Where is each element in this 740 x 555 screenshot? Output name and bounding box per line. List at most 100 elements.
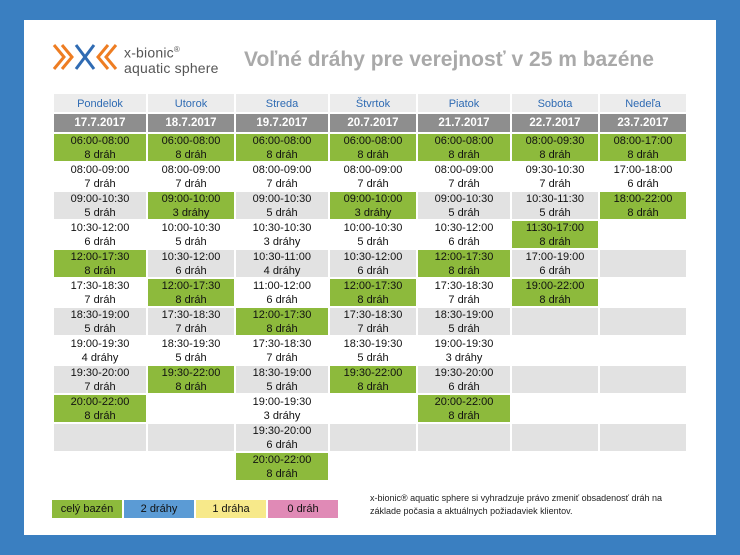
time-slot	[600, 221, 688, 250]
slot-lanes: 7 dráh	[448, 293, 480, 306]
time-slot	[600, 308, 688, 337]
time-slot: 09:00-10:30 5 dráh	[418, 192, 512, 221]
day-name: Utorok	[148, 94, 236, 114]
slot-time: 19:30-22:00	[343, 366, 403, 379]
brand-line1: x-bionic	[124, 44, 174, 61]
slot-lanes: 6 dráh	[627, 177, 659, 190]
time-slot	[148, 424, 236, 453]
schedule-row: 20:00-22:00 8 dráh	[54, 453, 688, 482]
slot-lanes: 5 dráh	[84, 322, 116, 335]
slot-lanes: 8 dráh	[84, 148, 116, 161]
slot-lanes: 6 dráh	[84, 235, 116, 248]
slot-time: 19:30-20:00	[70, 366, 130, 379]
slot-time: 09:00-10:00	[161, 192, 221, 205]
slot-time: 12:00-17:30	[434, 250, 494, 263]
slot-time: 10:00-10:30	[161, 221, 221, 234]
slot-lanes: 6 dráh	[448, 235, 480, 248]
slot-time: 10:30-12:00	[434, 221, 494, 234]
slot-time: 09:00-10:30	[434, 192, 494, 205]
brand-registered-mark: ®	[173, 45, 180, 54]
day-header-row: Pondelok Utorok Streda Štvrtok Piatok Sobota N…	[54, 94, 688, 114]
time-slot: 10:30-12:00 6 dráh	[418, 221, 512, 250]
slot-lanes: 7 dráh	[175, 177, 207, 190]
slot-lanes: 8 dráh	[627, 148, 659, 161]
slot-lanes: 3 dráhy	[445, 351, 483, 364]
slot-time: 17:30-18:30	[70, 279, 130, 292]
slot-lanes: 8 dráh	[627, 206, 659, 219]
time-slot: 08:00-09:00 7 dráh	[148, 163, 236, 192]
legend: celý bazén 2 dráhy 1 dráha 0 dráh	[52, 500, 340, 518]
time-slot: 08:00-09:30 8 dráh	[512, 134, 600, 163]
slot-lanes: 5 dráh	[175, 235, 207, 248]
slot-time: 17:30-18:30	[434, 279, 494, 292]
time-slot: 19:00-19:30 3 dráhy	[418, 337, 512, 366]
slot-lanes: 8 dráh	[84, 264, 116, 277]
schedule-row: 06:00-08:00 8 dráh 06:00-08:00 8 dráh 06:00-…	[54, 134, 688, 163]
slot-lanes: 4 dráhy	[81, 351, 119, 364]
time-slot	[54, 424, 148, 453]
slot-lanes: 8 dráh	[266, 467, 298, 480]
time-slot: 06:00-08:00 8 dráh	[148, 134, 236, 163]
time-slot: 17:30-18:30 7 dráh	[54, 279, 148, 308]
slot-lanes: 7 dráh	[266, 177, 298, 190]
slot-time: 19:00-19:30	[252, 395, 312, 408]
disclaimer-note: x-bionic® aquatic sphere si vyhradzuje p…	[370, 493, 663, 516]
slot-time: 18:30-19:30	[161, 337, 221, 350]
slot-lanes: 7 dráh	[539, 177, 571, 190]
slot-time: 08:00-09:30	[525, 134, 585, 147]
schedule-row: 18:30-19:00 5 dráh 17:30-18:30 7 dráh 12:00-…	[54, 308, 688, 337]
time-slot	[600, 337, 688, 366]
legend-item: 1 dráha	[196, 500, 266, 518]
time-slot	[54, 453, 148, 482]
time-slot: 12:00-17:30 8 dráh	[418, 250, 512, 279]
day-date: 19.7.2017	[236, 114, 330, 134]
time-slot	[512, 337, 600, 366]
slot-lanes: 6 dráh	[539, 264, 571, 277]
time-slot: 17:00-19:00 6 dráh	[512, 250, 600, 279]
slot-lanes: 6 dráh	[448, 380, 480, 393]
time-slot: 12:00-17:30 8 dráh	[236, 308, 330, 337]
brand-name: x-bionic® aquatic sphere	[124, 42, 219, 76]
x-bionic-logo-icon	[52, 44, 118, 70]
day-name: Pondelok	[54, 94, 148, 114]
slot-lanes: 3 dráhy	[263, 409, 301, 422]
slot-lanes: 7 dráh	[84, 177, 116, 190]
brand-line2: aquatic sphere	[124, 59, 219, 76]
time-slot: 17:30-18:30 7 dráh	[418, 279, 512, 308]
time-slot: 19:30-20:00 6 dráh	[418, 366, 512, 395]
slot-time: 10:30-12:00	[70, 221, 130, 234]
time-slot	[512, 424, 600, 453]
slot-lanes: 3 dráhy	[263, 235, 301, 248]
time-slot: 17:00-18:00 6 dráh	[600, 163, 688, 192]
time-slot: 12:00-17:30 8 dráh	[148, 279, 236, 308]
time-slot	[418, 453, 512, 482]
slot-lanes: 8 dráh	[84, 409, 116, 422]
schedule-row: 17:30-18:30 7 dráh 12:00-17:30 8 dráh 11:00-…	[54, 279, 688, 308]
time-slot: 09:30-10:30 7 dráh	[512, 163, 600, 192]
slot-lanes: 5 dráh	[84, 206, 116, 219]
time-slot: 19:00-19:30 3 dráhy	[236, 395, 330, 424]
slot-time: 08:00-09:00	[161, 163, 221, 176]
slot-time: 19:30-22:00	[161, 366, 221, 379]
slot-time: 18:30-19:30	[343, 337, 403, 350]
day-name: Streda	[236, 94, 330, 114]
slot-time: 10:30-12:00	[161, 250, 221, 263]
slot-time: 12:00-17:30	[70, 250, 130, 263]
slot-lanes: 8 dráh	[539, 293, 571, 306]
slot-time: 17:00-19:00	[525, 250, 585, 263]
slot-time: 10:30-12:00	[343, 250, 403, 263]
schedule-row: 08:00-09:00 7 dráh 08:00-09:00 7 dráh 08:00-…	[54, 163, 688, 192]
time-slot: 19:00-22:00 8 dráh	[512, 279, 600, 308]
time-slot: 11:00-12:00 6 dráh	[236, 279, 330, 308]
schedule-row: 20:00-22:00 8 dráh 19:00-19:30 3 dráhy 20:00…	[54, 395, 688, 424]
slot-lanes: 6 dráh	[266, 438, 298, 451]
slot-time: 12:00-17:30	[252, 308, 312, 321]
slot-lanes: 8 dráh	[539, 235, 571, 248]
time-slot: 06:00-08:00 8 dráh	[418, 134, 512, 163]
slot-time: 18:30-19:00	[70, 308, 130, 321]
schedule-row: 19:30-20:00 6 dráh	[54, 424, 688, 453]
time-slot: 10:30-12:00 6 dráh	[330, 250, 418, 279]
time-slot: 08:00-09:00 7 dráh	[54, 163, 148, 192]
slot-lanes: 3 dráhy	[354, 206, 392, 219]
time-slot: 11:30-17:00 8 dráh	[512, 221, 600, 250]
